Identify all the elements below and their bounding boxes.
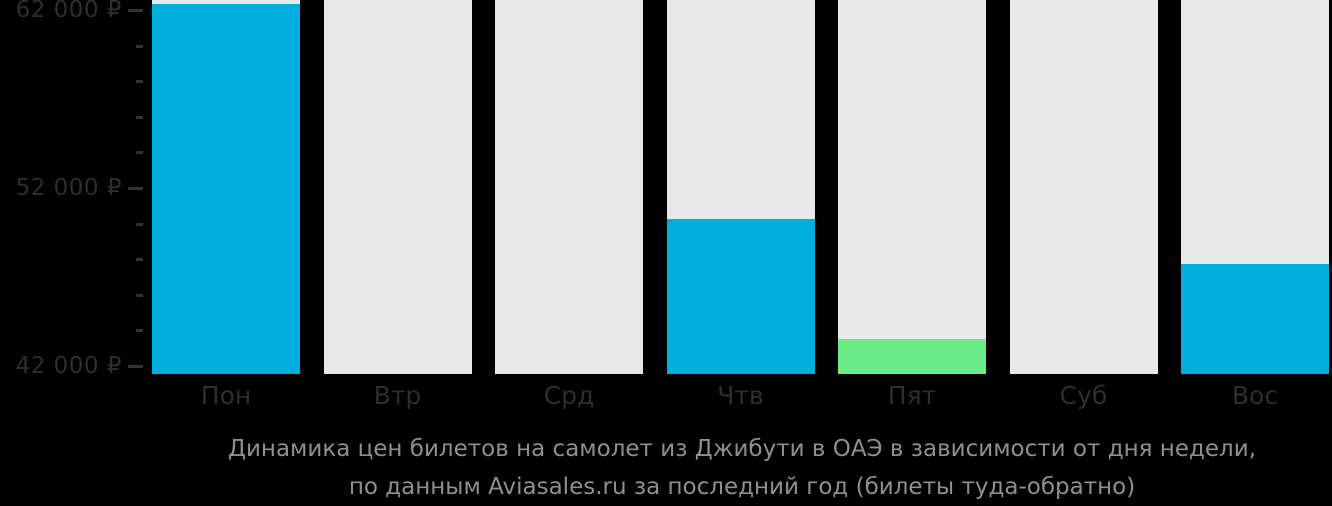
x-axis-day-label: Суб	[1059, 381, 1108, 410]
y-axis-major-tick	[128, 187, 143, 190]
y-axis-tick-label: 42 000 ₽	[15, 352, 122, 379]
y-axis-minor-tick	[136, 44, 143, 48]
y-axis-minor-tick	[136, 151, 143, 155]
bar-column-bg	[1009, 0, 1158, 374]
y-axis-minor-tick	[136, 222, 143, 226]
x-axis-day-label: Пят	[887, 381, 937, 410]
y-axis-major-tick	[128, 9, 143, 12]
chart-caption: Динамика цен билетов на самолет из Джибу…	[152, 430, 1332, 506]
y-axis-tick-label: 62 000 ₽	[15, 0, 122, 23]
bar-value	[666, 218, 815, 374]
y-axis-minor-tick	[136, 293, 143, 297]
x-axis-day-label: Пон	[200, 381, 252, 410]
bar-column-bg	[495, 0, 643, 374]
y-axis-minor-tick	[136, 80, 143, 84]
bar-value	[1181, 264, 1329, 374]
y-axis-tick-label: 52 000 ₽	[15, 174, 122, 201]
y-axis-minor-tick	[136, 115, 143, 119]
bar-column-bg	[323, 0, 472, 374]
x-axis-day-label: Срд	[543, 381, 595, 410]
x-axis-day-label: Чтв	[717, 381, 764, 410]
x-axis-day-label: Втр	[373, 381, 422, 410]
x-axis-day-label: Вос	[1231, 381, 1279, 410]
caption-line-1: Динамика цен билетов на самолет из Джибу…	[227, 436, 1256, 462]
y-axis-minor-tick	[136, 329, 143, 333]
bar-value	[838, 338, 986, 374]
bar-column-bg	[838, 0, 986, 374]
y-axis-minor-tick	[136, 258, 143, 262]
plot-area: 62 000 ₽ 52 000 ₽ 42 000 ₽ Пон Втр Срд Чтв Пят С…	[15, 0, 1329, 410]
bar-value	[152, 4, 300, 374]
caption-line-2: по данным Aviasales.ru за последний год …	[348, 474, 1136, 500]
y-axis-major-tick	[128, 365, 143, 368]
